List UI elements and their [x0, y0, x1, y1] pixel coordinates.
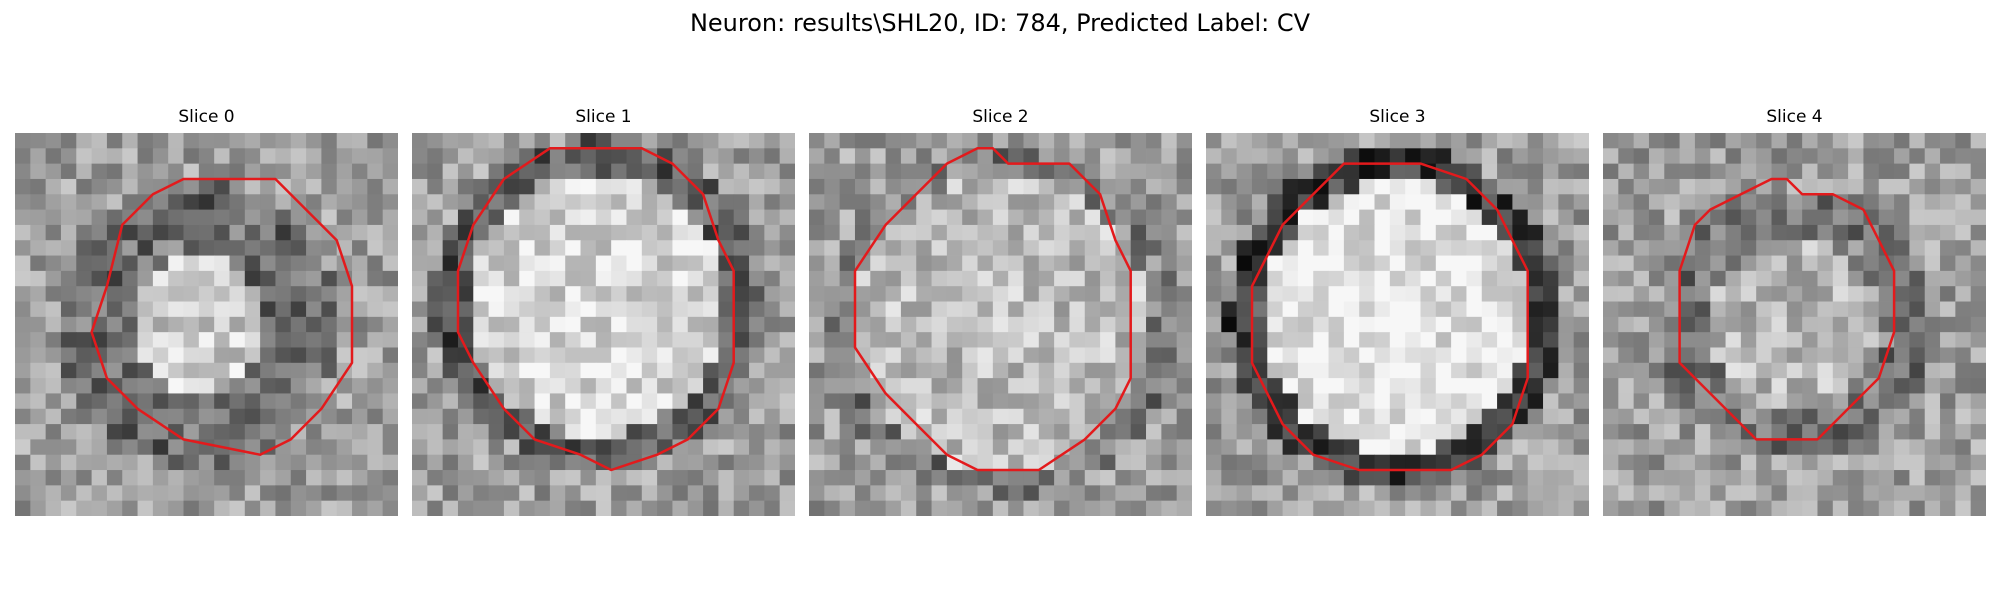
slice-title: Slice 2 — [972, 107, 1029, 127]
slice-title: Slice 3 — [1369, 107, 1426, 127]
slice-panel-0: Slice 0 — [15, 106, 398, 516]
slice-panel-3: Slice 3 — [1206, 106, 1589, 516]
slice-title: Slice 1 — [575, 107, 632, 127]
segmentation-contour — [1678, 177, 1896, 441]
slice-title: Slice 0 — [178, 107, 235, 127]
slice-image — [809, 133, 1192, 516]
slice-image — [1206, 133, 1589, 516]
figure-title: Neuron: results\SHL20, ID: 784, Predicte… — [689, 9, 1311, 37]
segmentation-contour — [456, 147, 735, 472]
segmentation-contour — [1250, 162, 1529, 472]
slice-panel-1: Slice 1 — [412, 106, 795, 516]
slice-image — [1603, 133, 1986, 516]
slice-title: Slice 4 — [1766, 107, 1823, 127]
slice-panel-2: Slice 2 — [809, 106, 1192, 516]
segmentation-contour — [853, 147, 1132, 472]
slice-image — [412, 133, 795, 516]
segmentation-contour — [90, 177, 354, 456]
slice-image — [15, 133, 398, 516]
slice-panel-4: Slice 4 — [1603, 106, 1986, 516]
